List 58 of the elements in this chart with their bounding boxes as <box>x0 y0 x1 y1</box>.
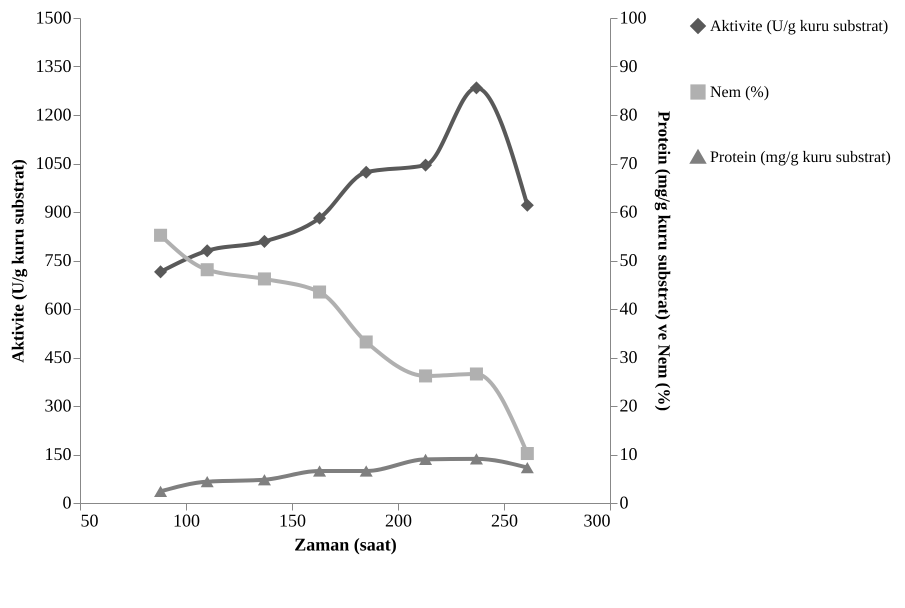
point <box>258 474 271 486</box>
point <box>200 263 214 276</box>
point <box>200 244 214 258</box>
y-tick-label: 750 <box>44 250 72 270</box>
point <box>154 228 168 242</box>
y2-tick-label: 10 <box>620 444 638 464</box>
point <box>360 166 373 179</box>
y2-tick-label: 60 <box>620 202 638 222</box>
y2-tick-label: 20 <box>620 396 638 416</box>
y2-tick-label: 50 <box>620 250 638 270</box>
x-tick-label: 300 <box>584 510 610 530</box>
y-tick-label: 1050 <box>36 153 72 173</box>
y2-tick-label: 80 <box>620 104 638 124</box>
legend-label: Protein (mg/g kuru substrat) <box>710 149 891 166</box>
point <box>258 234 271 248</box>
point <box>419 369 432 382</box>
y-tick-label: 600 <box>44 298 72 318</box>
point <box>313 286 326 299</box>
legend-label: Nem (%) <box>710 84 770 101</box>
x-tick-label: 200 <box>385 510 412 530</box>
y2-tick-label: 100 <box>620 8 646 28</box>
y-tick-label: 1500 <box>36 8 72 28</box>
y-tick-label: 900 <box>44 202 72 222</box>
y2-tick-label: 70 <box>620 153 638 173</box>
point <box>520 198 534 212</box>
point <box>360 335 373 348</box>
y-tick-label: 450 <box>44 347 72 367</box>
x-tick-label: 100 <box>173 510 200 530</box>
x-tick-label: 50 <box>80 510 98 530</box>
y-tick-label: 0 <box>62 492 72 512</box>
point <box>154 486 168 498</box>
point <box>419 454 432 465</box>
y-tick-label: 300 <box>44 396 72 416</box>
y2-tick-label: 90 <box>620 56 638 76</box>
y2-tick-label: 30 <box>620 347 638 367</box>
x-tick-label: 250 <box>491 510 518 530</box>
point <box>470 81 483 94</box>
point <box>313 212 326 225</box>
point <box>470 453 483 465</box>
x-tick-label: 150 <box>279 510 306 530</box>
point <box>200 476 214 488</box>
point <box>419 158 432 172</box>
y2-tick-label: 0 <box>620 492 628 512</box>
y-tick-label: 150 <box>44 444 72 464</box>
y-tick-label: 1200 <box>36 104 72 124</box>
point <box>313 465 326 477</box>
point <box>360 465 373 477</box>
point <box>470 367 483 381</box>
x-axis-title: Zaman (saat) <box>294 534 397 554</box>
point <box>258 272 271 286</box>
y-tick-label: 1350 <box>36 56 72 76</box>
legend-label: Aktivite (U/g kuru substrat) <box>710 18 888 35</box>
y-axis-title: Aktivite (U/g kuru substrat) <box>8 159 28 363</box>
y2-axis-title: Protein (mg/g kuru substrat) ve Nem (%) <box>654 111 674 411</box>
point <box>520 462 534 474</box>
point <box>520 447 534 460</box>
point <box>154 265 168 278</box>
y2-tick-label: 40 <box>620 298 638 318</box>
